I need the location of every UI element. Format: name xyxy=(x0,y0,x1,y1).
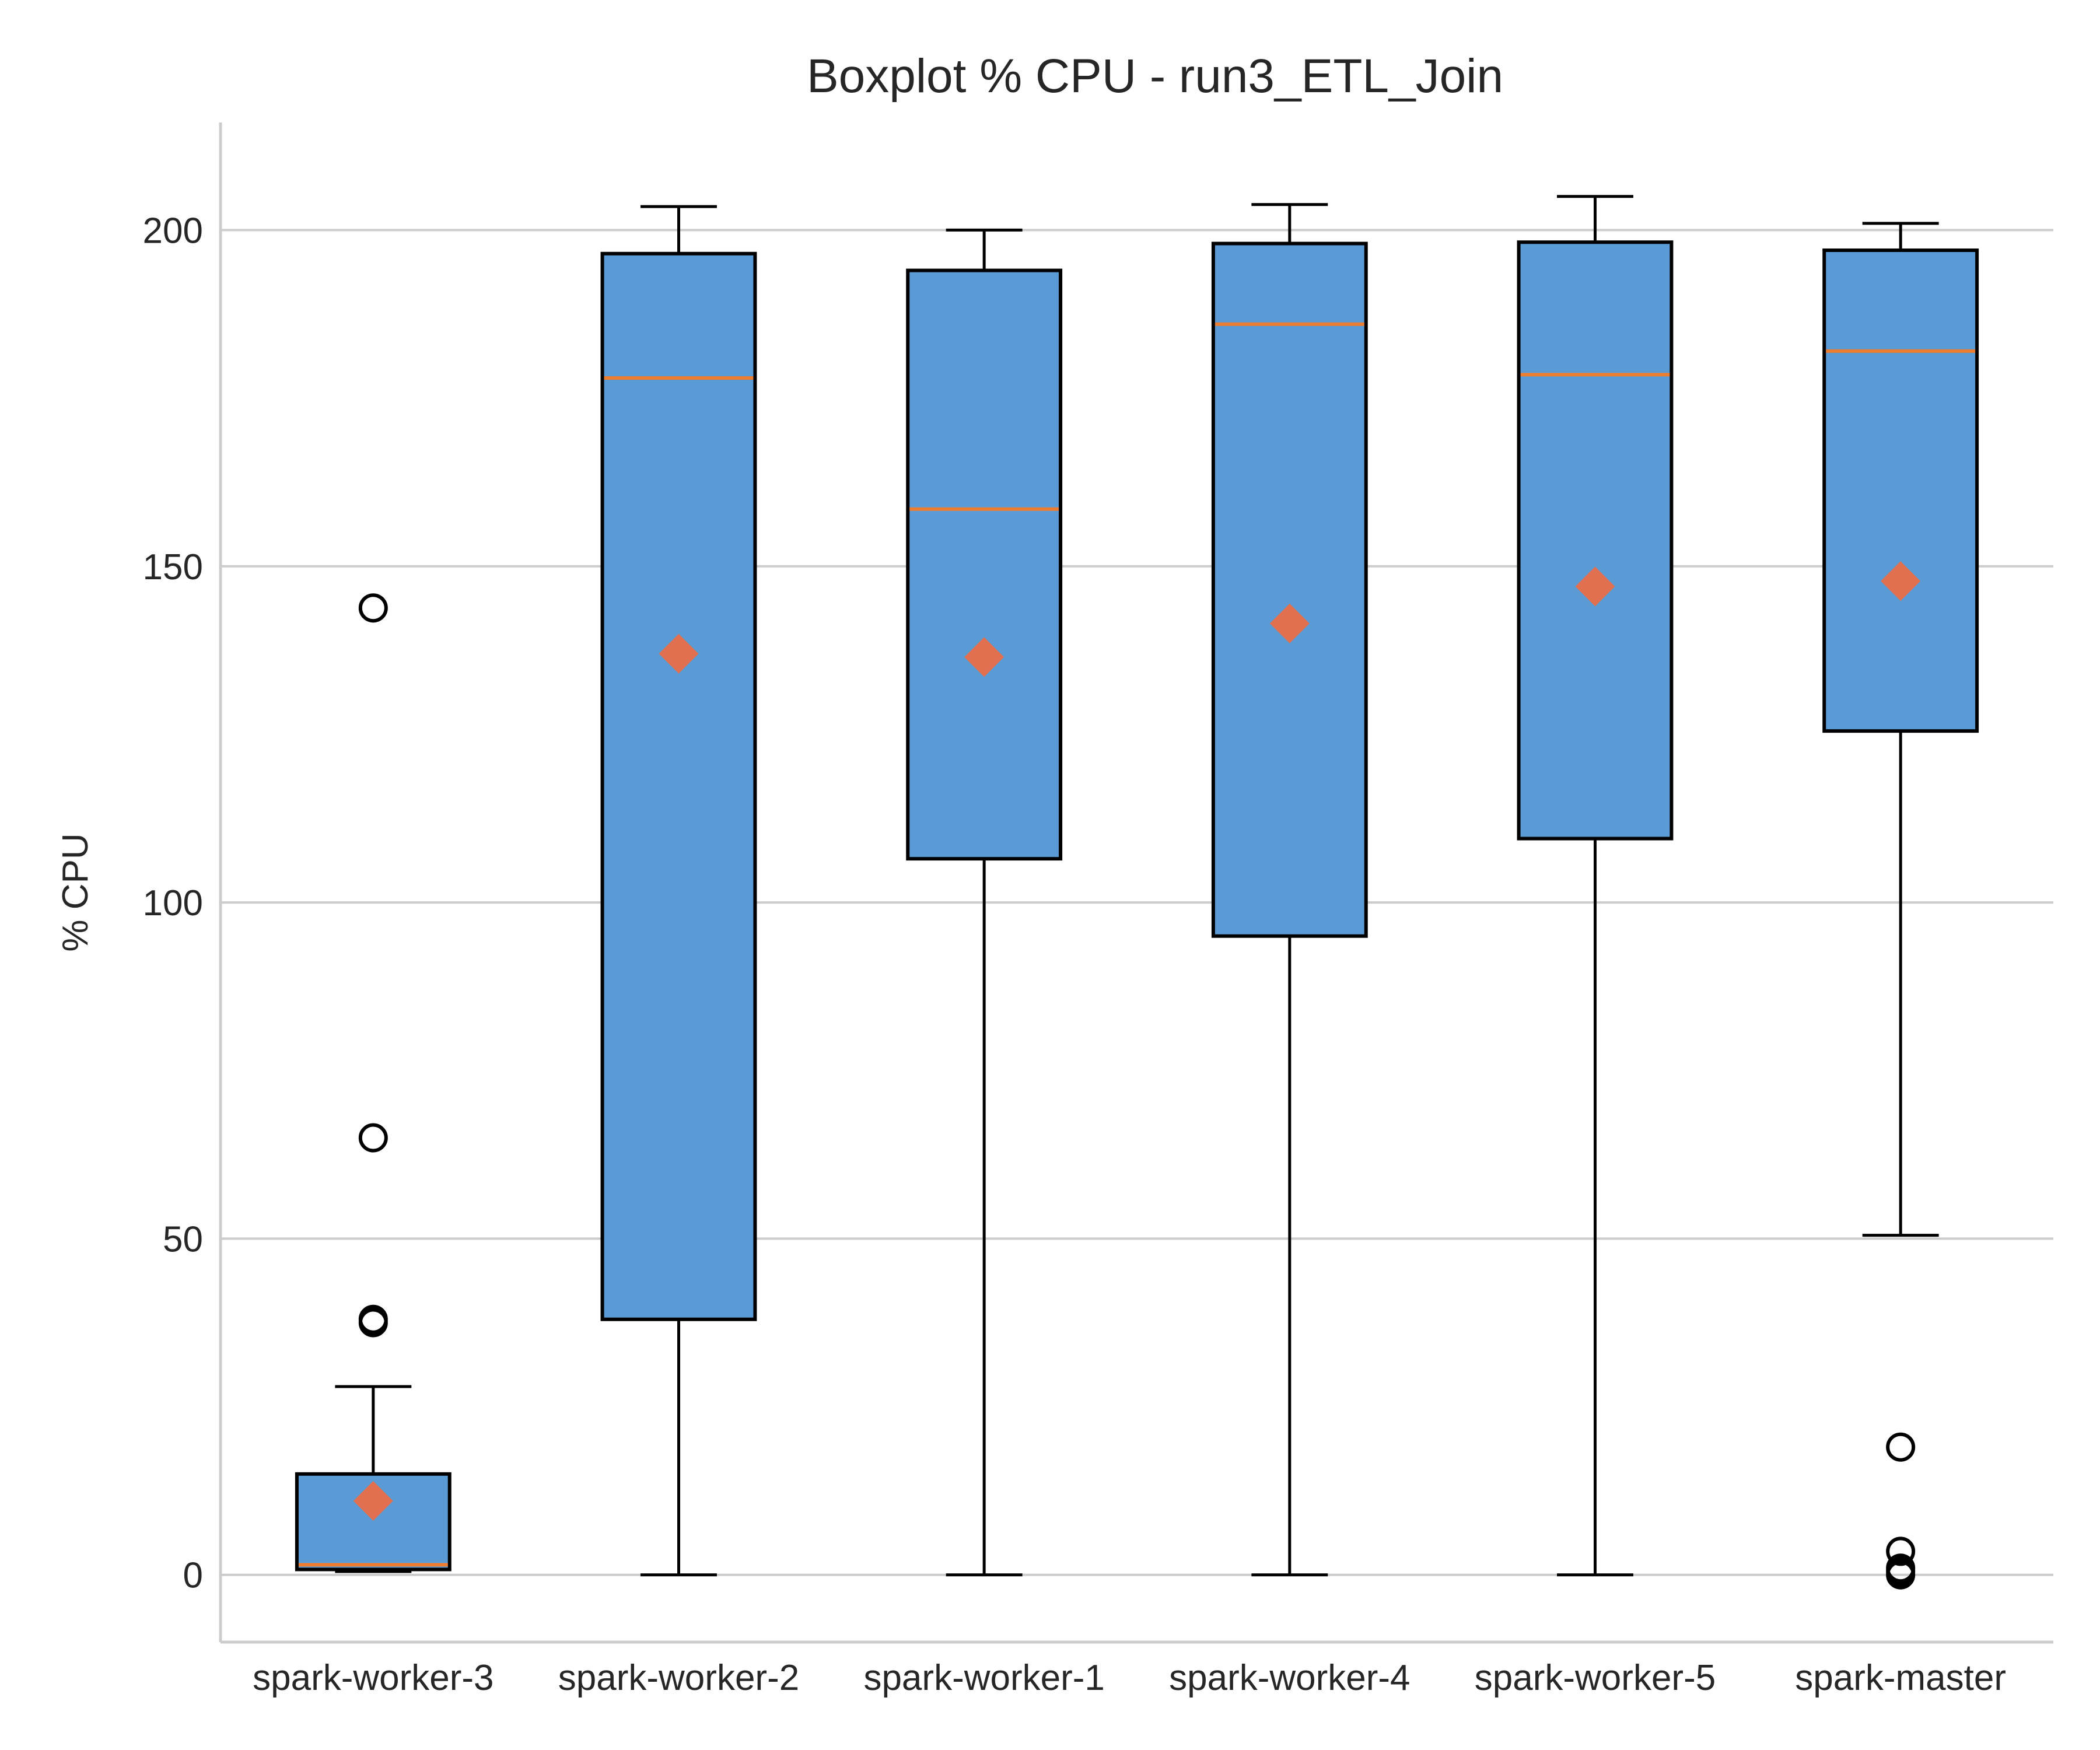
outlier-point xyxy=(1886,1536,1916,1566)
mean-marker xyxy=(1575,566,1615,607)
y-axis-label: % CPU xyxy=(55,833,96,951)
outlier-point xyxy=(1886,1553,1916,1583)
iqr-box xyxy=(906,268,1063,861)
boxes xyxy=(295,195,1979,1590)
x-tick-label: spark-worker-3 xyxy=(253,1658,494,1698)
y-tick-label: 150 xyxy=(143,547,203,587)
box-spark-worker-4 xyxy=(1211,203,1368,1577)
box-spark-worker-5 xyxy=(1517,195,1674,1577)
chart-title: Boxplot % CPU - run3_ETL_Join xyxy=(807,50,1503,103)
mean-marker xyxy=(1269,603,1310,643)
x-tick-label: spark-worker-4 xyxy=(1169,1658,1410,1698)
iqr-box xyxy=(1211,242,1368,938)
outlier-point xyxy=(1886,1432,1916,1462)
iqr-box xyxy=(1517,240,1674,841)
y-tick-label: 50 xyxy=(163,1219,203,1259)
y-tick-label: 100 xyxy=(143,883,203,923)
y-tick-label: 0 xyxy=(183,1556,203,1596)
box-spark-master xyxy=(1822,222,1979,1590)
x-tick-label: spark-worker-5 xyxy=(1475,1658,1716,1698)
y-tick-label: 200 xyxy=(143,211,203,251)
mean-marker xyxy=(659,634,699,674)
mean-marker xyxy=(353,1480,393,1521)
y-tick-labels: 0 50 100 150 200 xyxy=(143,211,203,1595)
x-tick-labels: spark-worker-3 spark-worker-2 spark-worker… xyxy=(253,1658,2006,1698)
box-spark-worker-1 xyxy=(906,228,1063,1577)
outlier-point xyxy=(358,1123,388,1153)
iqr-box xyxy=(1822,249,1979,733)
mean-marker xyxy=(1881,561,1921,601)
outlier-point xyxy=(358,1304,388,1334)
grid-lines xyxy=(220,229,2053,1576)
iqr-box xyxy=(600,251,757,1321)
x-tick-label: spark-worker-1 xyxy=(863,1658,1104,1698)
box-spark-worker-3 xyxy=(295,593,452,1573)
x-tick-label: spark-worker-2 xyxy=(558,1658,799,1698)
box-spark-worker-2 xyxy=(600,205,757,1577)
x-tick-label: spark-master xyxy=(1795,1658,2006,1698)
axes-spines xyxy=(219,123,2053,1644)
mean-marker xyxy=(964,637,1005,677)
outlier-point xyxy=(358,593,388,623)
